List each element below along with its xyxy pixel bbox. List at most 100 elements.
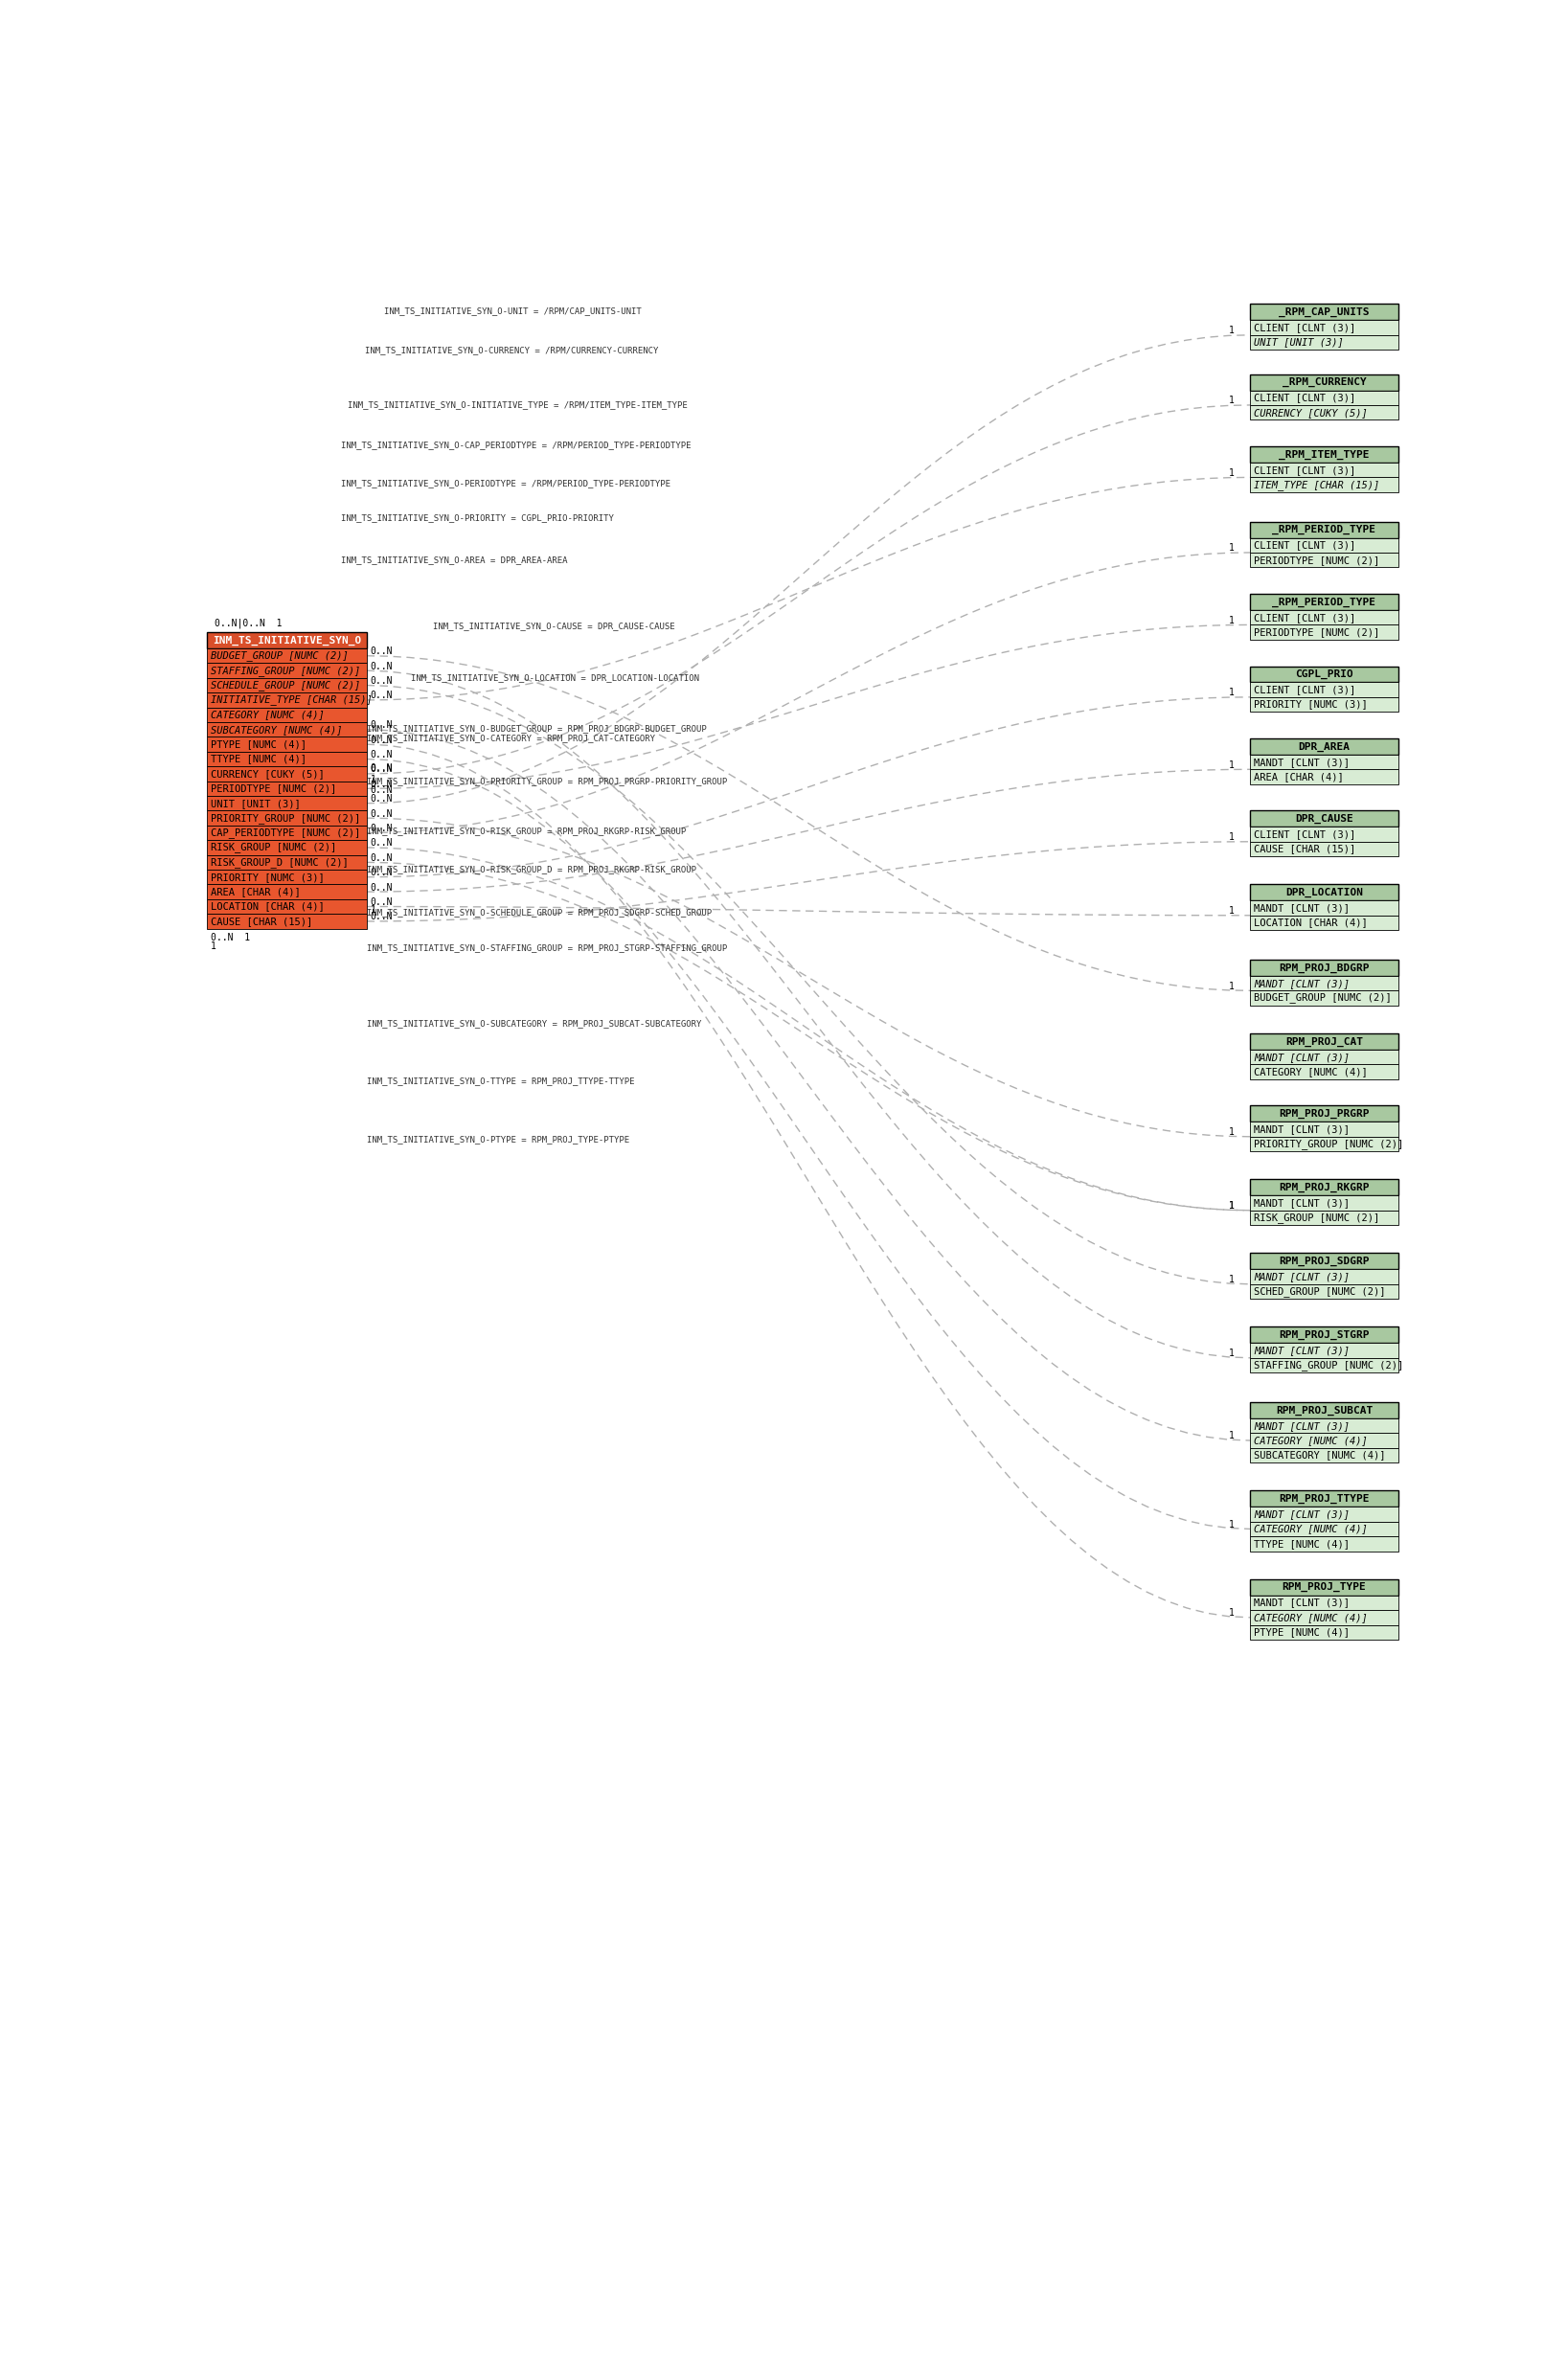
Bar: [207, 678, 367, 693]
Text: CLIENT [CLNT (3)]: CLIENT [CLNT (3)]: [1254, 393, 1355, 402]
Text: CLIENT [CLNT (3)]: CLIENT [CLNT (3)]: [1254, 685, 1355, 695]
Bar: [1250, 697, 1398, 712]
Text: SUBCATEGORY [NUMC (4)]: SUBCATEGORY [NUMC (4)]: [210, 726, 343, 735]
Text: CAP_PERIODTYPE [NUMC (2)]: CAP_PERIODTYPE [NUMC (2)]: [210, 828, 360, 838]
Bar: [1250, 552, 1398, 566]
Text: RPM_PROJ_RKGRP: RPM_PROJ_RKGRP: [1279, 1183, 1370, 1192]
Text: DPR_AREA: DPR_AREA: [1299, 743, 1351, 752]
Text: 0..N: 0..N: [370, 883, 393, 892]
Text: BUDGET_GROUP [NUMC (2)]: BUDGET_GROUP [NUMC (2)]: [210, 650, 348, 662]
Bar: [1250, 1050, 1398, 1064]
Text: RPM_PROJ_TYPE: RPM_PROJ_TYPE: [1282, 1583, 1366, 1592]
Bar: [1250, 1537, 1398, 1552]
Bar: [207, 738, 367, 752]
Text: 1: 1: [1229, 395, 1235, 405]
Text: AREA [CHAR (4)]: AREA [CHAR (4)]: [210, 888, 301, 897]
Text: INM_TS_INITIATIVE_SYN_O-CURRENCY = /RPM/CURRENCY-CURRENCY: INM_TS_INITIATIVE_SYN_O-CURRENCY = /RPM/…: [365, 345, 658, 355]
Bar: [1250, 1595, 1398, 1611]
Text: 1: 1: [1229, 981, 1235, 990]
Text: 1: 1: [1229, 1276, 1235, 1285]
Bar: [1250, 1107, 1398, 1121]
Bar: [207, 914, 367, 928]
Bar: [207, 854, 367, 869]
Bar: [1250, 1418, 1398, 1433]
Bar: [207, 752, 367, 766]
Text: AREA [CHAR (4)]: AREA [CHAR (4)]: [1254, 771, 1343, 781]
Bar: [1250, 1626, 1398, 1640]
Text: INM_TS_INITIATIVE_SYN_O-CAUSE = DPR_CAUSE-CAUSE: INM_TS_INITIATIVE_SYN_O-CAUSE = DPR_CAUS…: [434, 621, 675, 631]
Text: 0..N: 0..N: [370, 647, 393, 657]
Bar: [1250, 1328, 1398, 1342]
Bar: [1250, 843, 1398, 857]
Text: CLIENT [CLNT (3)]: CLIENT [CLNT (3)]: [1254, 612, 1355, 621]
Bar: [1250, 1269, 1398, 1285]
Text: PRIORITY [NUMC (3)]: PRIORITY [NUMC (3)]: [210, 871, 324, 883]
Text: INM_TS_INITIATIVE_SYN_O-CAP_PERIODTYPE = /RPM/PERIOD_TYPE-PERIODTYPE: INM_TS_INITIATIVE_SYN_O-CAP_PERIODTYPE =…: [342, 440, 691, 450]
Bar: [207, 721, 367, 738]
Text: PRIORITY_GROUP [NUMC (2)]: PRIORITY_GROUP [NUMC (2)]: [1254, 1138, 1404, 1150]
Text: RPM_PROJ_SDGRP: RPM_PROJ_SDGRP: [1279, 1257, 1370, 1266]
Text: CAUSE [CHAR (15)]: CAUSE [CHAR (15)]: [1254, 845, 1355, 854]
Text: PERIODTYPE [NUMC (2)]: PERIODTYPE [NUMC (2)]: [1254, 628, 1379, 638]
Bar: [207, 766, 367, 781]
Text: ITEM_TYPE [CHAR (15)]: ITEM_TYPE [CHAR (15)]: [1254, 478, 1379, 490]
Bar: [1250, 538, 1398, 552]
Text: 0..N: 0..N: [370, 897, 393, 907]
Text: 0..N: 0..N: [370, 750, 393, 759]
Bar: [1250, 1254, 1398, 1269]
Text: 1: 1: [1229, 1430, 1235, 1440]
Bar: [1250, 900, 1398, 916]
Bar: [1250, 405, 1398, 419]
Text: INM_TS_INITIATIVE_SYN_O-AREA = DPR_AREA-AREA: INM_TS_INITIATIVE_SYN_O-AREA = DPR_AREA-…: [342, 555, 567, 564]
Text: BUDGET_GROUP [NUMC (2)]: BUDGET_GROUP [NUMC (2)]: [1254, 992, 1391, 1004]
Text: CATEGORY [NUMC (4)]: CATEGORY [NUMC (4)]: [1254, 1435, 1368, 1445]
Text: CAUSE [CHAR (15)]: CAUSE [CHAR (15)]: [210, 916, 312, 926]
Bar: [1250, 1121, 1398, 1138]
Bar: [207, 707, 367, 721]
Bar: [1250, 1359, 1398, 1373]
Text: INM_TS_INITIATIVE_SYN_O-TTYPE = RPM_PROJ_TTYPE-TTYPE: INM_TS_INITIATIVE_SYN_O-TTYPE = RPM_PROJ…: [367, 1076, 635, 1085]
Bar: [1250, 478, 1398, 493]
Text: INM_TS_INITIATIVE_SYN_O-PERIODTYPE = /RPM/PERIOD_TYPE-PERIODTYPE: INM_TS_INITIATIVE_SYN_O-PERIODTYPE = /RP…: [342, 478, 671, 488]
Text: 1: 1: [1229, 1521, 1235, 1530]
Bar: [1250, 1521, 1398, 1537]
Text: 0..N|0..N  1: 0..N|0..N 1: [215, 619, 282, 628]
Text: CURRENCY [CUKY (5)]: CURRENCY [CUKY (5)]: [210, 769, 324, 778]
Text: 0..N: 0..N: [370, 764, 393, 774]
Text: STAFFING_GROUP [NUMC (2)]: STAFFING_GROUP [NUMC (2)]: [1254, 1359, 1404, 1371]
Bar: [1250, 1433, 1398, 1447]
Text: RPM_PROJ_STGRP: RPM_PROJ_STGRP: [1279, 1330, 1370, 1340]
Text: 0..N  1: 0..N 1: [210, 933, 251, 942]
Text: PRIORITY_GROUP [NUMC (2)]: PRIORITY_GROUP [NUMC (2)]: [210, 814, 360, 823]
Bar: [1250, 1180, 1398, 1195]
Text: INM_TS_INITIATIVE_SYN_O-BUDGET_GROUP = RPM_PROJ_BDGRP-BUDGET_GROUP: INM_TS_INITIATIVE_SYN_O-BUDGET_GROUP = R…: [367, 724, 707, 733]
Bar: [1250, 336, 1398, 350]
Bar: [207, 826, 367, 840]
Text: INM_TS_INITIATIVE_SYN_O-RISK_GROUP = RPM_PROJ_RKGRP-RISK_GROUP: INM_TS_INITIATIVE_SYN_O-RISK_GROUP = RPM…: [367, 826, 686, 835]
Text: INM_TS_INITIATIVE_SYN_O-CATEGORY = RPM_PROJ_CAT-CATEGORY: INM_TS_INITIATIVE_SYN_O-CATEGORY = RPM_P…: [367, 733, 655, 743]
Text: 1: 1: [1229, 1349, 1235, 1359]
Bar: [1250, 1342, 1398, 1359]
Text: 0..N: 0..N: [370, 764, 393, 774]
Bar: [1250, 738, 1398, 754]
Text: 0..N: 0..N: [370, 676, 393, 685]
Text: MANDT [CLNT (3)]: MANDT [CLNT (3)]: [1254, 1197, 1349, 1207]
Text: INM_TS_INITIATIVE_SYN_O-STAFFING_GROUP = RPM_PROJ_STGRP-STAFFING_GROUP: INM_TS_INITIATIVE_SYN_O-STAFFING_GROUP =…: [367, 942, 727, 952]
Bar: [207, 693, 367, 707]
Bar: [1250, 1578, 1398, 1595]
Bar: [207, 812, 367, 826]
Bar: [1250, 1507, 1398, 1521]
Text: MANDT [CLNT (3)]: MANDT [CLNT (3)]: [1254, 978, 1349, 988]
Text: 1: 1: [1229, 1202, 1235, 1211]
Bar: [1250, 959, 1398, 976]
Text: 1: 1: [1229, 616, 1235, 626]
Text: 0..N: 0..N: [370, 823, 393, 833]
Text: INM_TS_INITIATIVE_SYN_O-UNIT = /RPM/CAP_UNITS-UNIT: INM_TS_INITIATIVE_SYN_O-UNIT = /RPM/CAP_…: [384, 307, 641, 314]
Bar: [1250, 812, 1398, 826]
Text: 0..N: 0..N: [370, 778, 393, 788]
Text: 1: 1: [1229, 1609, 1235, 1618]
Bar: [1250, 916, 1398, 931]
Text: 0..N: 0..N: [370, 690, 393, 700]
Text: _RPM_PERIOD_TYPE: _RPM_PERIOD_TYPE: [1272, 597, 1376, 607]
Text: 0..N: 0..N: [370, 735, 393, 745]
